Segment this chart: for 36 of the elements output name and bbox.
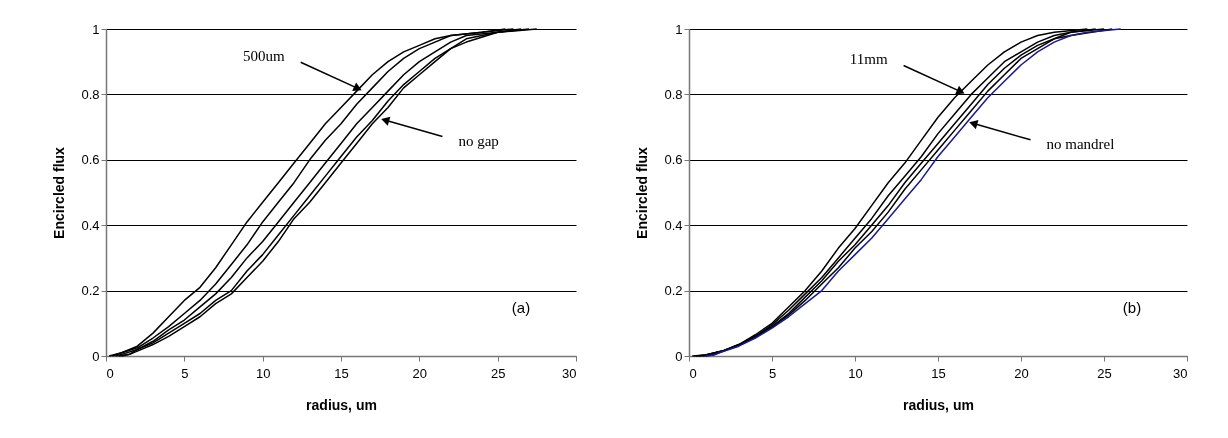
y-tick-label: 0.6 [81,152,100,168]
annotation: no mandrel [1046,135,1115,152]
y-tick-label: 0 [92,348,100,364]
y-tick-label: 0.4 [81,217,100,233]
y-tick-label: 0.8 [664,86,683,102]
annotation: (b) [1122,299,1142,316]
x-tick-label: 0 [106,365,114,381]
y-tick-label: 1 [92,21,100,37]
x-tick-label: 5 [768,365,777,381]
annotation: 11mm [849,51,888,68]
x-tick-label: 30 [562,365,577,381]
x-tick-label: 25 [1097,365,1112,381]
y-tick-label: 0.2 [81,283,100,299]
annotation: (a) [511,299,531,316]
x-tick-label: 0 [689,365,697,381]
y-tick-label: 0.4 [664,217,683,233]
y-tick-label: 0.2 [664,283,683,299]
y-tick-label: 0 [675,348,683,364]
x-tick-label: 30 [1173,365,1188,381]
y-tick-label: 1 [675,21,683,37]
y-tick-label: 0.6 [664,152,683,168]
y-axis-title: Encircled flux [51,146,68,239]
x-tick-label: 25 [490,365,506,381]
x-tick-label: 10 [848,365,863,381]
x-axis-title: radius, um [306,396,377,413]
x-tick-label: 15 [931,365,946,381]
annotation: no gap [458,132,499,149]
annotation: 500um [242,47,285,64]
x-tick-label: 5 [181,365,189,381]
x-axis-title: radius, um [903,396,974,413]
x-tick-label: 15 [334,365,349,381]
y-tick-label: 0.8 [81,86,100,102]
y-axis-title: Encircled flux [634,146,651,239]
x-tick-label: 20 [1014,365,1029,381]
x-tick-label: 10 [255,365,271,381]
x-tick-label: 20 [412,365,428,381]
